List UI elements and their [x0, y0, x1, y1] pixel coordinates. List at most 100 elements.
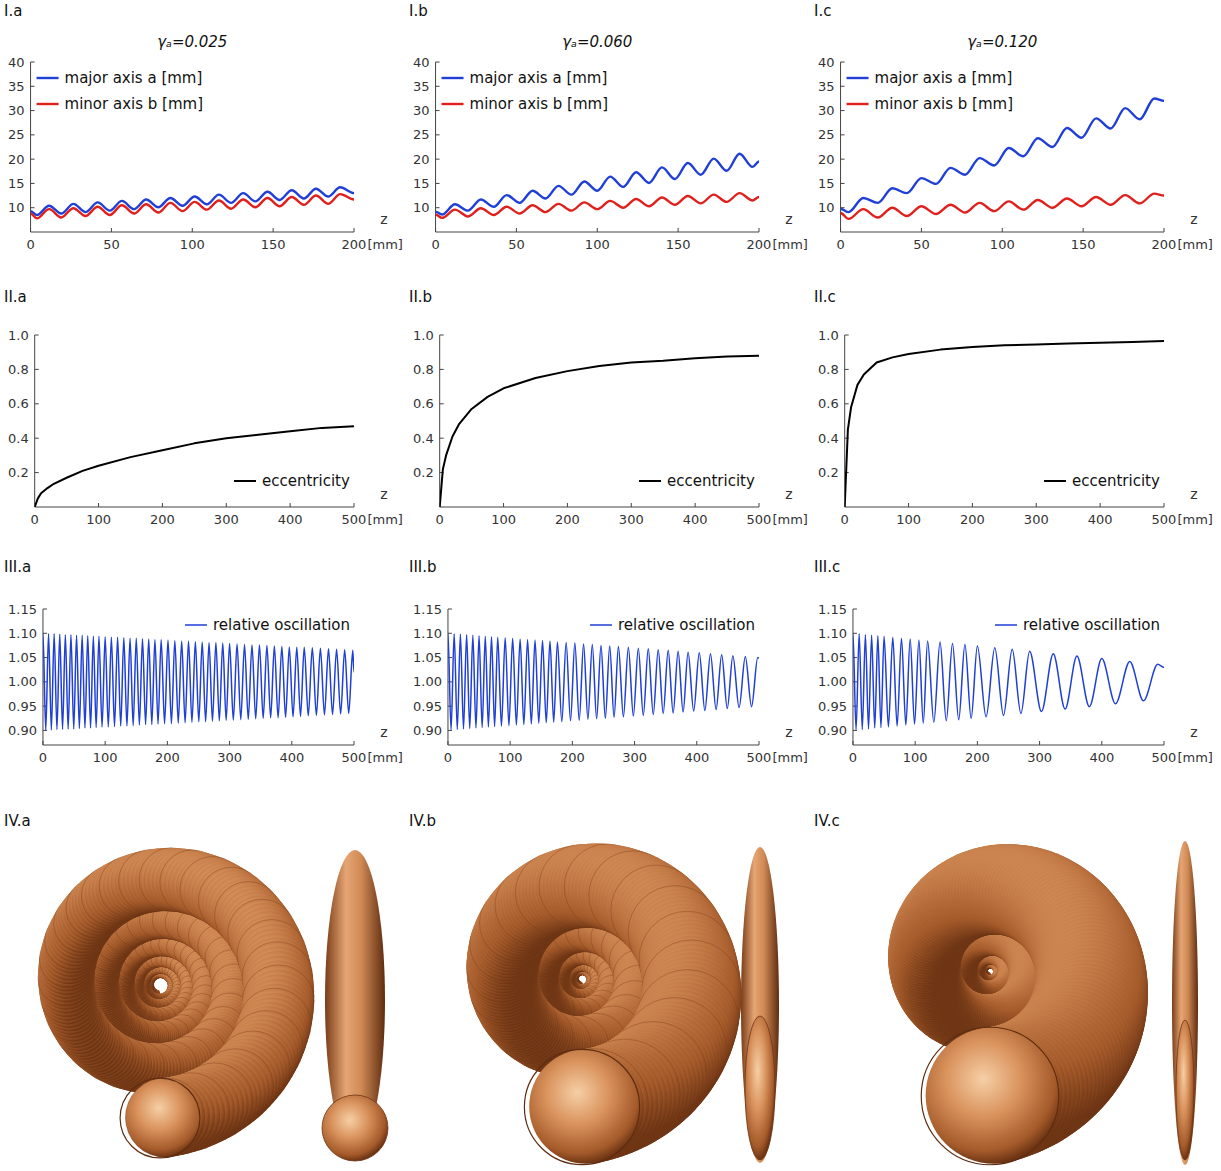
x-tick [42, 741, 43, 745]
y-tick-label: 1.00 [413, 674, 442, 689]
legend-label: eccentricity [667, 472, 755, 490]
chart-title: γₐ=0.120 [967, 33, 1037, 51]
x-tick [1002, 228, 1003, 232]
legend-label: major axis a [mm] [65, 69, 203, 87]
x-tick [634, 741, 635, 745]
legend: eccentricity [639, 472, 755, 490]
panel-label: I.b [409, 2, 428, 20]
y-tick [31, 62, 35, 63]
x-tick-label: 200 [960, 512, 985, 527]
y-tick [436, 183, 440, 184]
legend-label: minor axis b [mm] [65, 95, 203, 113]
x-tick-label: 100 [86, 512, 111, 527]
x-tick-label: 500 [1152, 750, 1177, 765]
x-tick-label: 300 [622, 750, 647, 765]
y-tick-label: 0.8 [8, 362, 29, 377]
y-tick [31, 183, 35, 184]
y-tick [43, 609, 47, 610]
y-tick-label: 1.10 [8, 626, 37, 641]
chart-panel: III.b0.900.951.001.051.101.1501002003004… [409, 558, 808, 765]
y-tick [448, 730, 452, 731]
x-tick [354, 503, 355, 507]
x-tick [354, 228, 355, 232]
x-tick-label: 400 [683, 512, 708, 527]
y-tick [841, 110, 845, 111]
plot-area [31, 187, 354, 218]
y-tick [436, 110, 440, 111]
y-axis [840, 62, 841, 232]
y-tick [436, 159, 440, 160]
y-tick-label: 1.05 [413, 650, 442, 665]
x-tick [1164, 228, 1165, 232]
y-tick [436, 134, 440, 135]
legend-label: minor axis b [mm] [875, 95, 1013, 113]
y-tick-label: 0.2 [8, 465, 29, 480]
x-tick [972, 503, 973, 507]
legend-swatch [37, 77, 59, 79]
y-tick-label: 0.2 [413, 465, 434, 480]
x-unit: [mm] [1177, 237, 1212, 252]
y-tick-label: 1.10 [413, 626, 442, 641]
x-tick-label: 500 [747, 512, 772, 527]
legend: major axis a [mm]minor axis b [mm] [847, 69, 1013, 113]
y-tick-label: 0.6 [8, 396, 29, 411]
legend-swatch [37, 103, 59, 105]
x-tick [1039, 741, 1040, 745]
x-tick-label: 100 [180, 237, 205, 252]
x-tick [162, 503, 163, 507]
x-axis [35, 507, 354, 508]
legend: eccentricity [1044, 472, 1160, 490]
x-axis-title: z [1190, 486, 1197, 502]
legend-label: relative oscillation [1023, 616, 1160, 634]
legend: major axis a [mm] minor axis b [mm] [37, 69, 203, 113]
y-tick-label: 20 [8, 152, 25, 167]
data-line [841, 98, 1164, 212]
legend-label: relative oscillation [618, 616, 755, 634]
x-tick [1036, 503, 1037, 507]
y-axis [30, 62, 31, 232]
legend-label: minor axis b [mm] [470, 95, 608, 113]
y-tick-label: 0.6 [818, 396, 839, 411]
x-tick [1164, 741, 1165, 745]
panel-label: II.a [4, 288, 27, 306]
x-tick-label: 0 [436, 512, 444, 527]
legend-swatch [185, 624, 207, 626]
x-tick-label: 500 [342, 750, 367, 765]
x-tick [105, 741, 106, 745]
legend-swatch [442, 103, 464, 105]
y-tick [845, 403, 849, 404]
y-tick-label: 35 [8, 79, 25, 94]
chart-panel: II.a0.20.40.60.81.00100200300400500[mm]z… [4, 288, 403, 527]
x-tick-label: 0 [444, 750, 452, 765]
y-tick-label: 0.8 [413, 362, 434, 377]
shell-illustration: IV.b [409, 812, 779, 1165]
y-tick-label: 1.15 [413, 602, 442, 617]
y-tick [35, 369, 39, 370]
y-tick-label: 1.15 [818, 602, 847, 617]
chart-panel: I.c10152025303540050100150200[mm]zγₐ=0.1… [814, 2, 1213, 252]
y-axis [435, 62, 436, 232]
x-unit: [mm] [1177, 750, 1212, 765]
plot-area [440, 356, 759, 507]
panel-label: II.c [814, 288, 836, 306]
panel-label: III.b [409, 558, 437, 576]
x-tick-label: 100 [585, 237, 610, 252]
y-tick-label: 40 [8, 55, 25, 70]
x-tick [1101, 741, 1102, 745]
y-tick [440, 369, 444, 370]
legend-swatch [442, 77, 464, 79]
data-line [35, 426, 354, 507]
y-tick-label: 35 [413, 79, 430, 94]
plot-area [35, 426, 354, 507]
y-tick [31, 134, 35, 135]
chart-panel: I.a10152025303540050100150200[mm]zγₐ=0.0… [4, 2, 403, 252]
x-tick [759, 228, 760, 232]
x-tick-label: 400 [278, 512, 303, 527]
x-tick [840, 228, 841, 232]
legend-swatch [1044, 480, 1066, 482]
x-tick-label: 400 [684, 750, 709, 765]
figure: I.a10152025303540050100150200[mm]zγₐ=0.0… [0, 0, 1221, 1171]
data-line [841, 194, 1164, 219]
y-tick-label: 30 [413, 103, 430, 118]
data-line [853, 633, 1164, 730]
